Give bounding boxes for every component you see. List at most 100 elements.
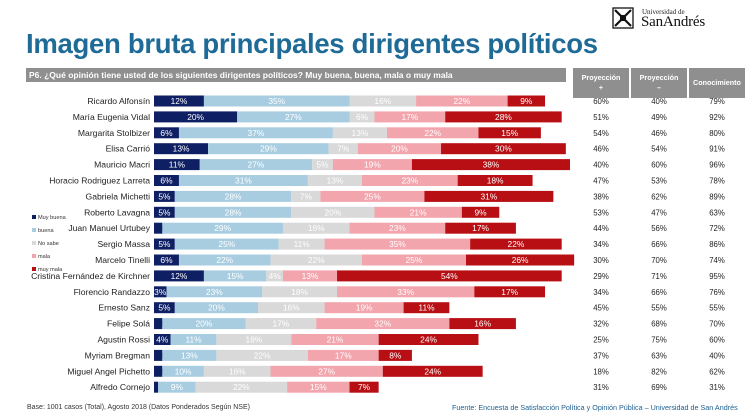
data-label: 19% bbox=[364, 160, 381, 170]
table-cell: 74% bbox=[709, 256, 725, 265]
row-label: Cristina Fernández de Kirchner bbox=[31, 271, 150, 281]
data-label: 17% bbox=[501, 287, 518, 297]
bar-segment-muy-mala bbox=[466, 254, 575, 266]
bar-segment-buena bbox=[174, 302, 258, 314]
bar-segment-no-sabe bbox=[307, 175, 362, 186]
bar-segment-muy-mala bbox=[382, 365, 483, 377]
data-label: 13% bbox=[327, 176, 344, 186]
data-label: 21% bbox=[327, 335, 344, 345]
row-label: Myriam Bregman bbox=[85, 350, 151, 360]
data-label: 9% bbox=[171, 382, 184, 392]
bar-segment-buena bbox=[208, 143, 329, 155]
bar-segment-no-sabe bbox=[332, 127, 387, 139]
bar-segment-muy-buena bbox=[154, 270, 204, 282]
data-label: 9% bbox=[475, 207, 488, 217]
bar-segment-mala bbox=[320, 190, 425, 202]
legend-swatch-no-sabe bbox=[32, 241, 36, 245]
data-label: 15% bbox=[501, 128, 518, 138]
bar-segment-mala bbox=[374, 206, 462, 218]
data-label: 30% bbox=[495, 144, 512, 154]
legend-label-no-sabe: No sabe bbox=[38, 241, 59, 247]
data-label: 7% bbox=[300, 191, 313, 201]
table-cell: 66% bbox=[651, 240, 667, 249]
table-cell: 72% bbox=[709, 224, 725, 233]
table-cell: 75% bbox=[651, 336, 667, 345]
data-label: 16% bbox=[283, 303, 300, 313]
data-label: 22% bbox=[508, 239, 525, 249]
data-label: 17% bbox=[335, 350, 352, 360]
table-cell: 62% bbox=[651, 192, 667, 201]
data-label: 27% bbox=[318, 366, 335, 376]
data-label: 20% bbox=[187, 112, 204, 122]
bar-segment-no-sabe bbox=[216, 349, 308, 361]
table-cell: 89% bbox=[709, 192, 725, 201]
data-label: 7% bbox=[337, 144, 350, 154]
bar-segment-muy-buena bbox=[154, 381, 159, 393]
data-label: 5% bbox=[158, 303, 171, 313]
data-label: 28% bbox=[495, 112, 512, 122]
data-label: 23% bbox=[401, 176, 418, 186]
data-label: 8% bbox=[389, 350, 402, 360]
data-label: 2% bbox=[155, 223, 168, 233]
bar-segment-mala bbox=[324, 302, 404, 314]
data-label: 29% bbox=[260, 144, 277, 154]
data-label: 16% bbox=[374, 96, 391, 106]
data-label: 20% bbox=[208, 303, 225, 313]
row-label: Gabriela Michetti bbox=[86, 191, 151, 201]
table-cell: 69% bbox=[651, 383, 667, 392]
row-label: Sergio Massa bbox=[97, 239, 150, 249]
table-cell: 38% bbox=[593, 192, 609, 201]
table-cell: 46% bbox=[593, 145, 609, 154]
bar-segment-muy-buena bbox=[154, 318, 163, 330]
bar-segment-mala bbox=[357, 143, 442, 155]
bar-segment-muy-mala bbox=[449, 318, 516, 330]
data-label: 13% bbox=[302, 271, 319, 281]
data-label: 35% bbox=[268, 96, 285, 106]
data-label: 7% bbox=[358, 382, 371, 392]
table-cell: 45% bbox=[593, 304, 609, 313]
data-label: 22% bbox=[308, 255, 325, 265]
data-label: 22% bbox=[424, 128, 441, 138]
legend-label-buena: buena bbox=[38, 228, 54, 234]
bar-segment-muy-buena bbox=[154, 365, 163, 377]
data-label: 13% bbox=[352, 128, 369, 138]
data-label: 18% bbox=[245, 335, 262, 345]
row-label: Mauricio Macri bbox=[94, 160, 150, 170]
table-cell: 37% bbox=[593, 351, 609, 360]
bar-segment-no-sabe bbox=[216, 334, 292, 345]
bar-segment-muy-mala bbox=[424, 190, 554, 202]
bar-segment-buena bbox=[174, 238, 279, 250]
data-label: 5% bbox=[158, 207, 171, 217]
bar-segment-mala bbox=[291, 334, 379, 345]
table-cell: 25% bbox=[593, 336, 609, 345]
bar-segment-no-sabe bbox=[328, 143, 358, 155]
table-cell: 80% bbox=[709, 129, 725, 138]
data-label: 15% bbox=[227, 271, 244, 281]
data-label: 24% bbox=[424, 366, 441, 376]
data-label: 6% bbox=[160, 176, 173, 186]
bar-segment-muy-buena bbox=[154, 175, 179, 186]
data-label: 17% bbox=[472, 223, 489, 233]
legend-swatch-mala bbox=[32, 254, 36, 258]
data-label: 28% bbox=[225, 207, 242, 217]
bar-segment-muy-mala bbox=[507, 95, 546, 107]
bar-segment-muy-buena bbox=[154, 127, 179, 139]
table-cell: 56% bbox=[651, 224, 667, 233]
data-label: 27% bbox=[285, 112, 302, 122]
data-label: 54% bbox=[441, 271, 458, 281]
table-cell: 92% bbox=[709, 113, 725, 122]
legend-swatch-muy-buena bbox=[32, 215, 36, 219]
table-cell: 66% bbox=[651, 288, 667, 297]
bar-segment-muy-mala bbox=[441, 143, 566, 155]
table-cell: 82% bbox=[651, 367, 667, 376]
header-conocimiento: Conocimiento bbox=[689, 68, 745, 98]
legend-label-muy-mala: muy mala bbox=[38, 267, 63, 273]
bar-segment-no-sabe bbox=[203, 365, 271, 377]
bar-segment-mala bbox=[316, 318, 450, 330]
bar-segment-no-sabe bbox=[266, 270, 283, 282]
data-label: 29% bbox=[214, 223, 231, 233]
data-label: 27% bbox=[248, 160, 265, 170]
university-logo: Universidad de SanAndrés bbox=[612, 7, 744, 31]
bar-segment-buena bbox=[203, 95, 350, 107]
table-cell: 60% bbox=[651, 161, 667, 170]
